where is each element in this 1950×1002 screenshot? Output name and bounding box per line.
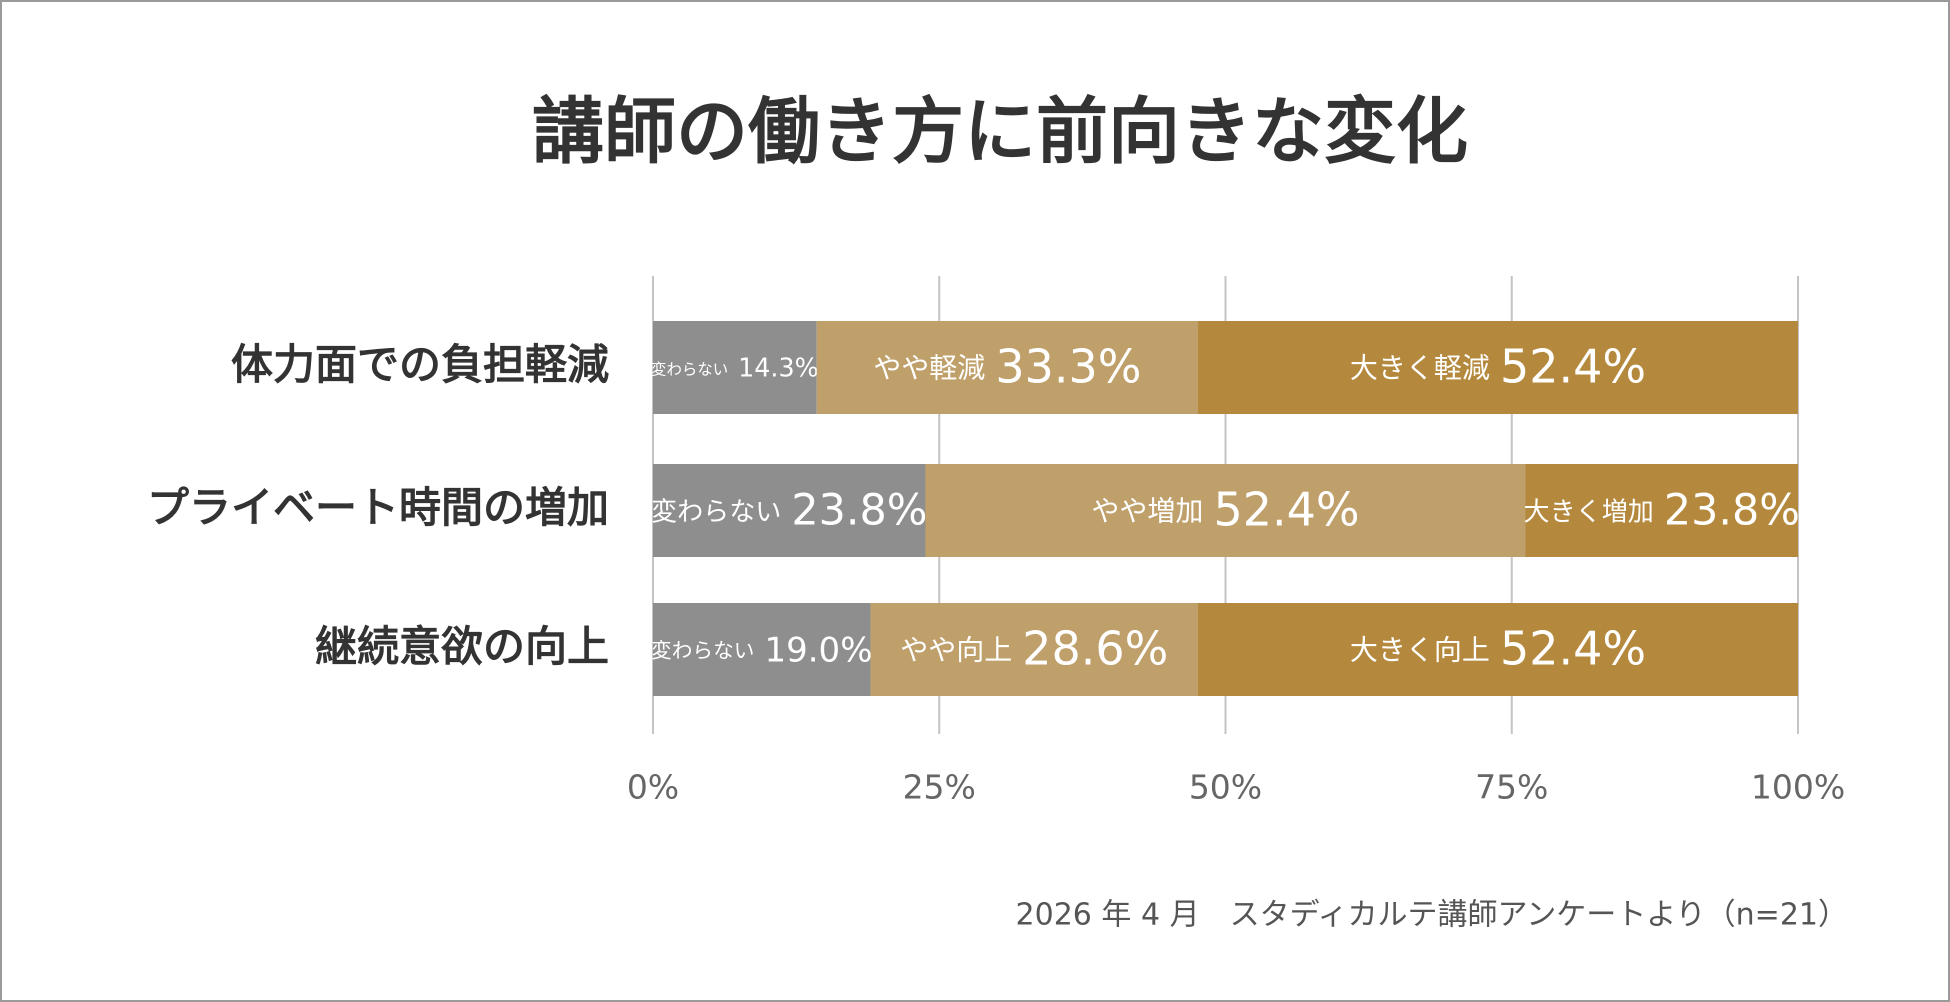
bar-segment [653,603,871,696]
bar-segment [816,321,1199,414]
segment-label: 大きく増加 23.8% [1524,485,1800,535]
footnote: 2026 年 4 月 スタディカルテ講師アンケートより（n=21） [1016,898,1848,933]
bar-segment [1198,321,1798,414]
x-tick-label: 0% [627,768,679,807]
value-label: 52.4% [1500,621,1646,675]
segment-label: やや増加 52.4% [1091,482,1359,536]
segment-name: 大きく増加 [1524,497,1654,527]
value-label: 14.3% [738,353,819,383]
segment-label: 大きく軽減 52.4% [1350,339,1646,393]
segment-name: 大きく軽減 [1350,352,1490,385]
value-label: 52.4% [1500,339,1646,393]
category-label: 継続意欲の向上 [315,622,609,671]
value-label: 52.4% [1213,482,1359,536]
segment-label: やや向上 28.6% [900,621,1168,675]
x-tick-label: 100% [1751,768,1845,807]
segment-label: 変わらない 19.0% [651,630,872,670]
segment-name: やや増加 [1091,495,1203,528]
value-label: 33.3% [995,339,1141,393]
x-tick-label: 75% [1475,768,1548,807]
segment-name: 変わらない [651,360,728,378]
bar-segment [925,464,1526,557]
value-label: 19.0% [764,630,872,670]
bar-segment [1198,603,1798,696]
segment-name: 変わらない [651,497,781,527]
value-label: 28.6% [1022,621,1168,675]
category-label: プライベート時間の増加 [147,483,609,532]
category-label: 体力面での負担軽減 [231,340,609,389]
segment-label: 変わらない 23.8% [651,485,927,535]
chart-title: 講師の働き方に前向きな変化 [532,90,1468,174]
segment-label: やや軽減 33.3% [873,339,1141,393]
segment-name: 変わらない [651,639,754,663]
bar-segment [653,321,817,414]
segment-label: 変わらない 14.3% [651,353,819,383]
x-tick-label: 50% [1189,768,1262,807]
segment-name: やや軽減 [873,352,985,385]
segment-label: 大きく向上 52.4% [1350,621,1646,675]
bar-segment [1525,464,1798,557]
segment-name: 大きく向上 [1350,634,1490,667]
value-label: 23.8% [791,485,927,535]
bar-segment [870,603,1199,696]
x-tick-label: 25% [903,768,976,807]
segment-name: やや向上 [900,634,1012,667]
value-label: 23.8% [1664,485,1800,535]
bar-segment [653,464,926,557]
